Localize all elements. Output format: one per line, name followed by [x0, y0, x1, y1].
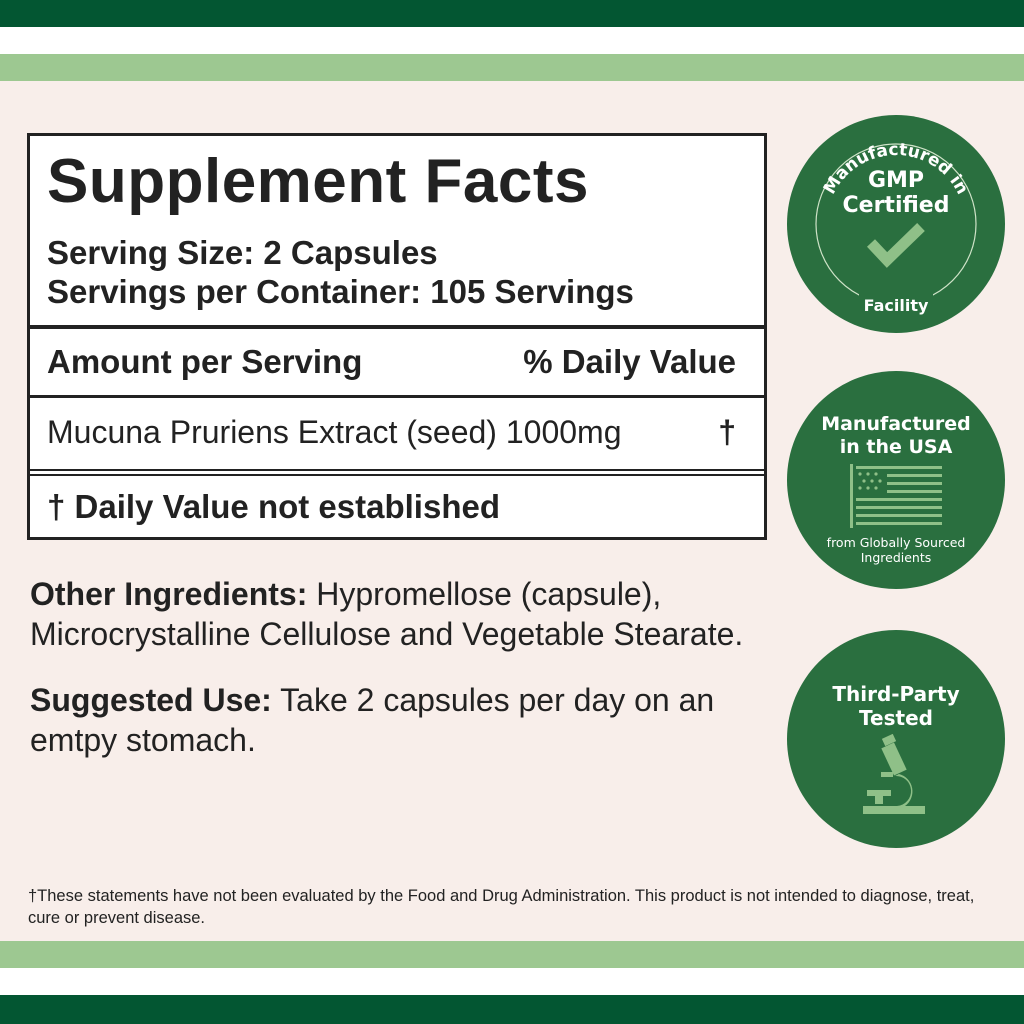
- divider: [30, 325, 764, 329]
- serving-size: Serving Size: 2 Capsules: [47, 234, 438, 271]
- suggested-use-text: Take 2 capsules per day on an emtpy stom…: [30, 682, 715, 758]
- divider: [30, 395, 764, 398]
- gmp-ring: Manufactured in Facility: [815, 140, 977, 315]
- fda-disclaimer: †These statements have not been evaluate…: [28, 887, 975, 927]
- usa-title: Manufactured in the USA: [821, 413, 971, 458]
- check-icon: [866, 223, 925, 268]
- top-dark-band: [0, 0, 1024, 27]
- bottom-light-band: [0, 941, 1024, 968]
- tested-title: Third-Party Tested: [832, 682, 960, 730]
- svg-text:Facility: Facility: [864, 296, 929, 315]
- servings-per-container: Servings per Container: 105 Servings: [47, 273, 634, 310]
- gmp-title: GMP Certified: [842, 168, 950, 218]
- dv-mark: †: [718, 414, 736, 450]
- gmp-badge: Manufactured in Facility GMP Certified: [787, 115, 1005, 333]
- usa-subtitle: from Globally Sourced Ingredients: [826, 535, 966, 565]
- facts-title: Supplement Facts: [47, 147, 589, 216]
- double-divider: [30, 469, 764, 476]
- microscope-icon: [863, 734, 925, 814]
- daily-value-header: % Daily Value: [523, 343, 736, 380]
- us-flag-icon: [850, 464, 942, 528]
- top-white-band: [0, 27, 1024, 54]
- dv-note: † Daily Value not established: [47, 488, 500, 525]
- supplement-facts-panel: Supplement Facts Serving Size: 2 Capsule…: [27, 133, 767, 540]
- ingredient-name: Mucuna Pruriens Extract (seed): [47, 414, 497, 450]
- other-ingredients-label: Other Ingredients:: [30, 576, 308, 612]
- amount-per-serving-header: Amount per Serving: [47, 343, 363, 380]
- suggested-use-label: Suggested Use:: [30, 682, 272, 718]
- top-light-band: [0, 54, 1024, 81]
- usa-badge: Manufactured in the USA from Globally Sou…: [787, 371, 1005, 589]
- other-ingredients-text: Hypromellose (capsule), Microcrystalline…: [30, 576, 744, 652]
- bottom-white-band: [0, 968, 1024, 995]
- ingredient-amount: 1000mg: [505, 414, 622, 450]
- other-ingredients: Other Ingredients: Hypromellose (capsule…: [30, 574, 820, 654]
- suggested-use: Suggested Use: Take 2 capsules per day o…: [30, 680, 730, 760]
- third-party-badge: Third-Party Tested: [787, 630, 1005, 848]
- ingredient-row: Mucuna Pruriens Extract (seed) 1000mg: [30, 414, 764, 451]
- bottom-dark-band: [0, 995, 1024, 1024]
